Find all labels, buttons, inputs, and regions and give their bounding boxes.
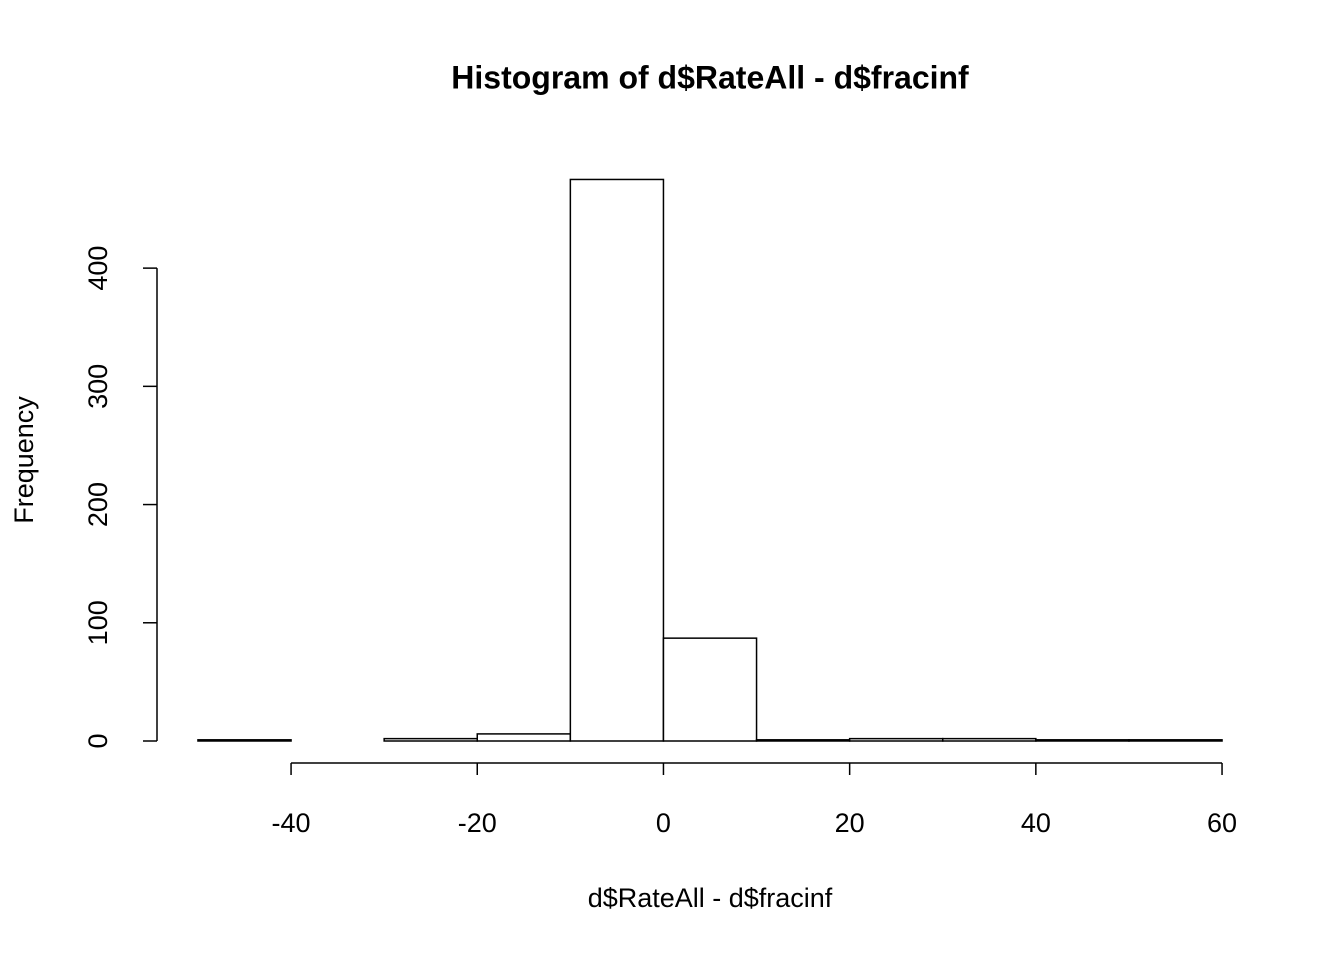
bar: [569, 178, 665, 742]
x-tick-label: -20: [458, 808, 497, 838]
x-axis-label: d$RateAll - d$fracinf: [588, 883, 833, 913]
bar: [1128, 739, 1223, 742]
x-tick-label: -40: [272, 808, 311, 838]
y-axis-label: Frequency: [9, 396, 39, 524]
chart-title: Histogram of d$RateAll - d$fracinf: [451, 59, 969, 95]
x-tick-label: 20: [835, 808, 865, 838]
y-tick-label: 400: [83, 246, 113, 291]
bar: [383, 737, 479, 742]
y-tick-label: 100: [83, 600, 113, 645]
bar: [662, 637, 758, 742]
bar: [476, 733, 572, 742]
bar: [197, 739, 292, 742]
x-tick-label: 60: [1207, 808, 1237, 838]
y-tick-label: 0: [83, 733, 113, 748]
x-tick-label: 40: [1021, 808, 1051, 838]
bar: [941, 737, 1037, 742]
y-tick-label: 200: [83, 482, 113, 527]
bar: [848, 737, 944, 742]
y-tick-label: 300: [83, 364, 113, 409]
bar: [755, 739, 851, 742]
x-tick-label: 0: [656, 808, 671, 838]
bar: [1035, 739, 1130, 742]
